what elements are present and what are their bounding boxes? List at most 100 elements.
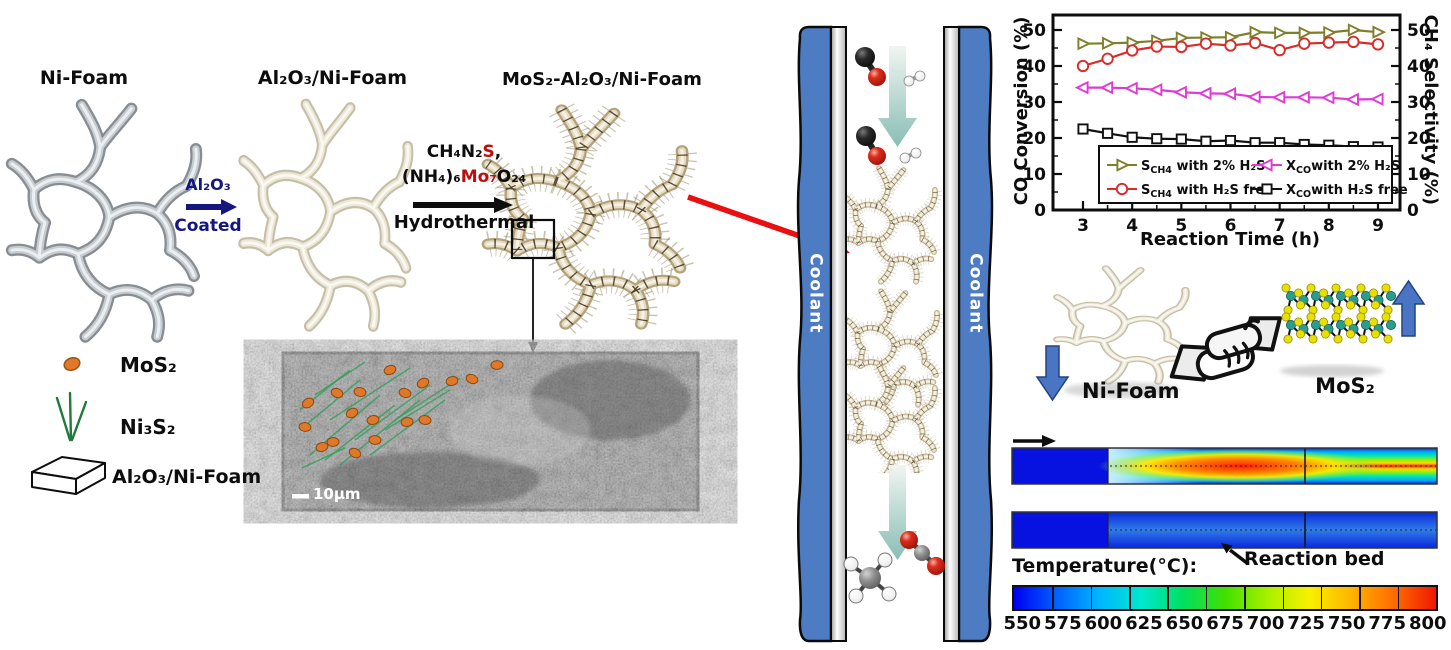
coolant-channel-right (957, 25, 994, 643)
reagent1-tail: , (494, 142, 502, 162)
colorbar-divider (1167, 587, 1169, 609)
svg-text:50: 50 (1407, 21, 1431, 41)
reagent-line1: CH₄N₂S, (396, 143, 532, 162)
colorbar-tick-label: 725 (1287, 613, 1325, 634)
reactor (796, 25, 994, 643)
chart-xlabel: Reaction Time (h) (1139, 229, 1321, 250)
chart-ticks: 0 0 10 10 20 20 30 30 40 40 50 50 3 4 5 6 7 8 9 (1022, 21, 1431, 236)
chart-ylabel-right: CH₄ Selectivity (%) (1419, 14, 1441, 206)
coating-arrow-top-label: Al₂O₃ (185, 175, 231, 194)
mos2-up-arrow (1391, 279, 1426, 337)
colorbar-divider (1320, 587, 1323, 609)
svg-text:0: 0 (1034, 201, 1046, 221)
svg-text:3: 3 (1077, 216, 1089, 236)
colorbar-tick-label: 650 (1165, 613, 1204, 634)
svg-text:5: 5 (1175, 216, 1187, 236)
reactor-wall-right (943, 26, 960, 642)
colorbar-divider (1052, 587, 1054, 609)
svg-text:30: 30 (1022, 93, 1046, 113)
coolant-channel-left (796, 25, 833, 643)
reagent2-black1: (NH₄)₆ (401, 167, 461, 187)
svg-text:7: 7 (1274, 216, 1286, 236)
svg-text:9: 9 (1372, 216, 1384, 236)
hydrothermal-label: Hydrothermal (393, 212, 535, 233)
co2-molecule (900, 531, 945, 575)
svg-text:8: 8 (1323, 216, 1335, 236)
temperature-colorbar (1012, 585, 1438, 611)
legend-label-ni3s2: Ni₃S₂ (120, 415, 176, 439)
svg-text:20: 20 (1407, 129, 1431, 149)
colorbar-tick-label: 700 (1246, 613, 1285, 634)
zoom-to-sem-arrow (528, 258, 538, 353)
svg-text:SCH4 with 2% H₂S: SCH4 with 2% H₂S (1141, 159, 1265, 176)
svg-text:4: 4 (1126, 216, 1138, 236)
ni-foam-structure (5, 98, 203, 343)
synergy-ni-foam (1053, 265, 1190, 385)
ch4-molecule (843, 552, 897, 604)
svg-text:50: 50 (1022, 21, 1046, 41)
ni-foam-down-arrow (1035, 345, 1070, 402)
al2o3-nifoam-slab-icon (31, 456, 106, 495)
step3-title: MoS₂-Al₂O₃/Ni-Foam (502, 69, 702, 90)
colorbar-divider (1359, 587, 1361, 609)
svg-text:10: 10 (1407, 165, 1431, 185)
svg-text:XCOwith H₂S free: XCOwith H₂S free (1286, 183, 1408, 200)
coating-arrow-bottom-label: Coated (174, 216, 242, 236)
svg-text:XCOwith 2% H₂S: XCOwith 2% H₂S (1286, 159, 1400, 176)
synergy-right-label: MoS₂ (1315, 374, 1375, 398)
colorbar-divider (1244, 587, 1246, 609)
synergy-left-label: Ni-Foam (1082, 379, 1180, 403)
reagent2-black2: O₂₄ (496, 167, 527, 187)
colorbar-divider (1129, 587, 1131, 609)
svg-text:SCH4 with H₂S free: SCH4 with H₂S free (1141, 183, 1273, 200)
co-molecule-mid (856, 126, 886, 165)
step2-title: Al₂O₃/Ni-Foam (257, 67, 408, 89)
colorbar-divider (1397, 587, 1400, 609)
reagent2-red: Mo₇ (460, 167, 497, 187)
colorbar-tick-label: 675 (1206, 613, 1244, 634)
mos2-shadow (1280, 365, 1384, 377)
coolant-label-right: Coolant (965, 253, 986, 334)
reactor-catalyst-bed (847, 164, 943, 473)
temperature-map-cooled (1011, 511, 1438, 549)
mos2-particle-icon (63, 356, 81, 372)
svg-text:40: 40 (1407, 57, 1431, 77)
hydrothermal-arrow (413, 197, 513, 213)
chart-legend-box (1098, 145, 1393, 204)
sem-scale-bar (292, 494, 309, 499)
h2-molecule-mid (899, 147, 922, 164)
mos2-al2o3-ni-foam-structure (479, 103, 697, 334)
colorbar-tick-label: 575 (1044, 613, 1082, 634)
feed-flow-arrow (878, 46, 917, 147)
chart-ylabel-left: CO Conversion (%) (1011, 16, 1033, 206)
colorbar-tick-label: 750 (1327, 613, 1366, 634)
legend-label-mos2: MoS₂ (120, 353, 177, 377)
svg-text:6: 6 (1225, 216, 1237, 236)
reaction-bed-arrow (1221, 543, 1249, 565)
chart-legend: SCH4 with 2% H₂S XCOwith 2% H₂S SCH4 with … (1107, 158, 1408, 200)
reaction-bed-label: Reaction bed (1244, 548, 1385, 570)
legend-label-al2o3-nifoam: Al₂O₃/Ni-Foam (112, 466, 262, 488)
reagent1-black: CH₄N₂ (426, 142, 483, 162)
h2-molecule-top (903, 70, 926, 87)
ni-foam-shadow (1064, 382, 1180, 398)
svg-text:40: 40 (1022, 57, 1046, 77)
svg-text:20: 20 (1022, 129, 1046, 149)
sem-overlay-particles (298, 360, 504, 469)
colorbar-tick-label: 625 (1125, 613, 1163, 634)
reagent-line2: (NH₄)₆Mo₇O₂₄ (386, 168, 542, 187)
coolant-label-left: Coolant (805, 253, 826, 334)
sem-scale-label: 10μm (313, 485, 361, 503)
colorbar-tick-label: 550 (1003, 613, 1042, 634)
colorbar-tick-label: 600 (1084, 613, 1123, 634)
colorbar-tick-label: 775 (1368, 613, 1406, 634)
temperature-map-hot (1011, 447, 1438, 485)
sem-image (281, 351, 700, 512)
handshake-icon (1169, 316, 1282, 382)
temperature-title: Temperature(°C): (1012, 555, 1198, 577)
flow-direction-arrow (1013, 435, 1056, 447)
ni3s2-needles-icon (55, 391, 88, 442)
reagent1-red: S (482, 142, 495, 162)
